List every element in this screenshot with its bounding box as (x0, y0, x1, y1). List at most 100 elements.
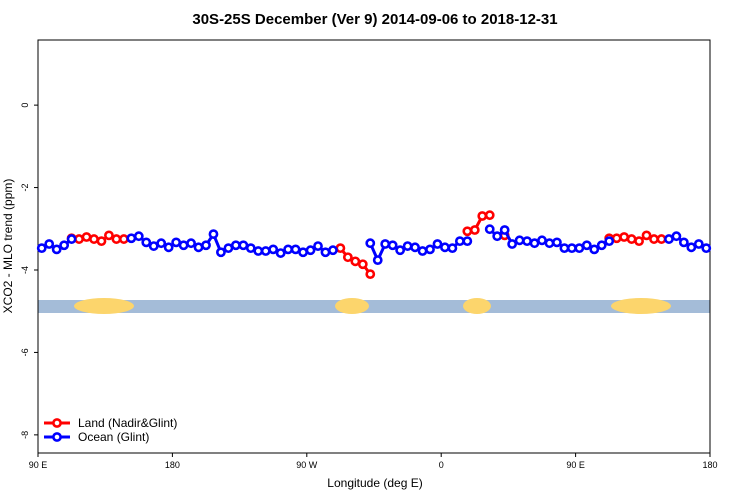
point (335, 243, 346, 254)
legend-marker (52, 418, 62, 428)
point (230, 240, 241, 251)
point (544, 238, 555, 249)
point (537, 235, 547, 246)
point (313, 241, 323, 251)
point (223, 243, 234, 254)
point (268, 244, 279, 255)
point (342, 252, 353, 263)
point (641, 230, 652, 241)
point (380, 239, 391, 249)
point (626, 234, 637, 244)
point (649, 234, 659, 244)
point (89, 234, 99, 244)
y-tick-label: 0 (20, 103, 30, 108)
point (469, 225, 480, 235)
point (186, 238, 196, 249)
land-patch (463, 298, 491, 314)
point (36, 243, 47, 254)
land-patch (611, 298, 671, 314)
point (462, 236, 473, 247)
point (432, 239, 443, 249)
point (118, 234, 129, 244)
point (522, 236, 532, 247)
point (66, 234, 77, 244)
point (514, 235, 525, 246)
point (357, 259, 368, 270)
land-patch (335, 298, 369, 314)
point (305, 245, 316, 256)
point (44, 239, 55, 249)
band (38, 300, 710, 313)
land-band (38, 298, 710, 314)
y-axis-label: XCO2 - MLO trend (ppm) (1, 179, 15, 314)
y-tick-label: -6 (20, 348, 30, 356)
point (148, 241, 159, 251)
x-tick-label: 90 E (566, 460, 585, 470)
point (298, 247, 308, 258)
point (499, 225, 510, 235)
point (395, 245, 406, 256)
point (51, 244, 62, 255)
point (484, 224, 495, 235)
chart-title: 30S-25S December (Ver 9) 2014-09-06 to 2… (192, 11, 557, 28)
point (410, 242, 420, 253)
x-tick-label: 90 W (296, 460, 318, 470)
point (74, 234, 84, 244)
point (283, 244, 294, 255)
point (417, 246, 428, 256)
plot-frame (37, 39, 711, 454)
point (245, 243, 256, 254)
point (656, 234, 667, 244)
point (238, 240, 249, 251)
point (507, 239, 518, 249)
point (171, 237, 182, 248)
legend-marker (52, 432, 62, 442)
point (574, 243, 585, 254)
x-tick-label: 90 E (29, 460, 48, 470)
point (693, 239, 704, 249)
point (59, 240, 70, 251)
point (462, 226, 473, 237)
point (589, 244, 600, 255)
point (477, 211, 488, 221)
legend-label: Ocean (Glint) (78, 430, 149, 444)
point (596, 240, 607, 251)
point (372, 255, 383, 266)
point (208, 229, 219, 240)
point (156, 238, 167, 249)
point (454, 236, 465, 247)
point (111, 234, 122, 244)
x-tick-label: 180 (165, 460, 180, 470)
point (611, 233, 622, 244)
x-tick-label: 180 (702, 460, 717, 470)
point (440, 242, 450, 253)
point (290, 244, 301, 255)
point (425, 244, 435, 255)
point (581, 240, 592, 251)
point (387, 240, 398, 251)
point (492, 231, 503, 242)
point (634, 236, 644, 247)
point (552, 237, 562, 248)
point (619, 232, 630, 242)
point (365, 238, 376, 249)
point (193, 242, 204, 253)
legend-label: Land (Nadir&Glint) (78, 416, 177, 430)
point (559, 243, 570, 254)
point (275, 248, 286, 258)
point (350, 256, 361, 267)
point (81, 232, 92, 242)
point (104, 230, 114, 241)
point (484, 210, 495, 221)
land-patch (74, 298, 134, 314)
point (260, 246, 271, 256)
point (328, 245, 338, 256)
point (686, 242, 697, 253)
point (253, 246, 264, 256)
y-tick-label: -8 (20, 431, 30, 439)
point (447, 243, 458, 254)
point (141, 237, 152, 248)
point (365, 269, 376, 280)
x-tick-label: 0 (439, 460, 444, 470)
point (566, 243, 577, 254)
